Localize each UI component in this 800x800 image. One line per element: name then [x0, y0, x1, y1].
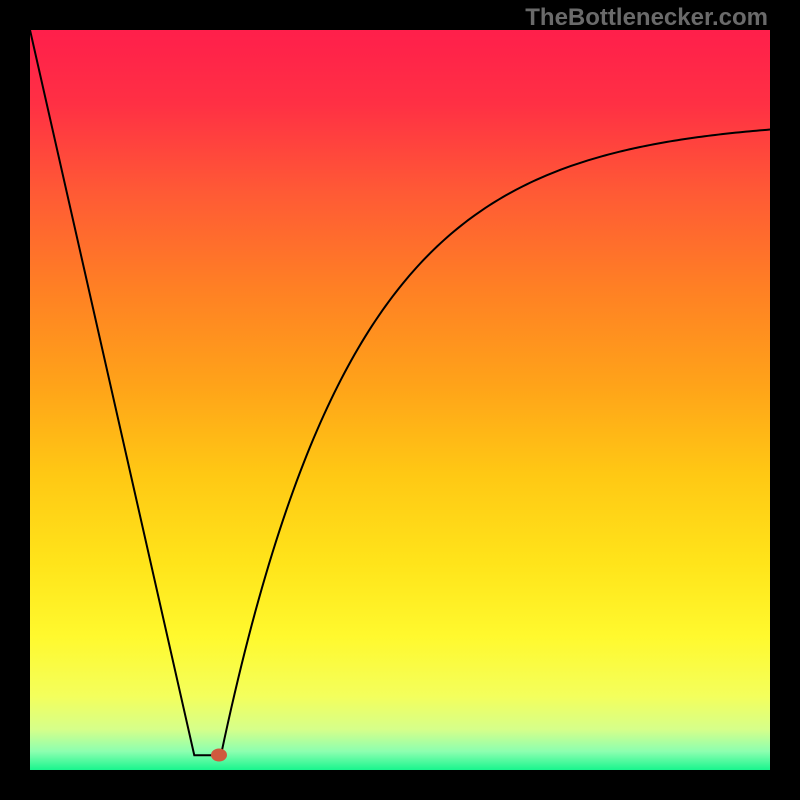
plot-area	[30, 30, 770, 770]
valley-marker	[211, 749, 227, 762]
curve-line	[30, 30, 770, 770]
watermark-text: TheBottlenecker.com	[525, 4, 768, 32]
curve-path	[30, 30, 770, 755]
chart-frame: TheBottlenecker.com	[0, 0, 800, 800]
